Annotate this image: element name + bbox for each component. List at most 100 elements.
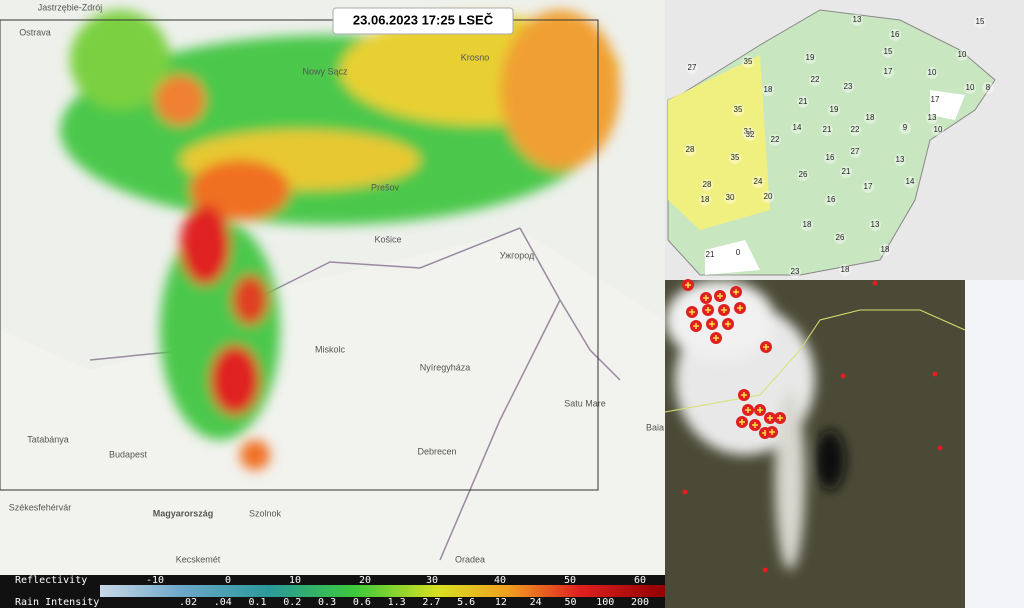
- legend-tick: 12: [495, 597, 507, 608]
- station-value: 17: [864, 182, 873, 191]
- legend-tick: .04: [214, 597, 232, 608]
- station-dot: [839, 264, 851, 276]
- station-dot: [821, 124, 833, 136]
- station-value: 19: [830, 105, 839, 114]
- station-value: 15: [884, 47, 893, 56]
- lightning-cross: [745, 407, 751, 413]
- station-value: 18: [701, 195, 710, 204]
- lightning-cross: [689, 309, 695, 315]
- place-label: Székesfehérvár: [9, 502, 72, 512]
- lightning-cross: [741, 392, 747, 398]
- lightning-cross: [733, 289, 739, 295]
- station-value: 23: [844, 82, 853, 91]
- satellite-image: [664, 279, 1024, 608]
- station-dot: [864, 112, 876, 124]
- legend-tick: 200: [631, 597, 649, 608]
- station-value: 10: [928, 68, 937, 77]
- place-label: Kecskemét: [176, 554, 221, 564]
- station-point: [872, 280, 878, 286]
- place-label: Krosno: [461, 52, 490, 62]
- station-value: 35: [731, 153, 740, 162]
- timestamp-box: [332, 7, 514, 35]
- place-label: Miskolc: [315, 344, 346, 354]
- lightning-cross: [721, 307, 727, 313]
- station-dot: [752, 176, 764, 188]
- legend-tick: 0: [225, 575, 231, 586]
- station-value: 28: [686, 145, 695, 154]
- legend-tick: 1.3: [388, 597, 406, 608]
- station-dot: [797, 96, 809, 108]
- station-value: 18: [841, 265, 850, 274]
- station-value: 27: [688, 63, 697, 72]
- station-dot: [762, 191, 774, 203]
- station-value: 30: [726, 193, 735, 202]
- legend-tick: 5.6: [457, 597, 475, 608]
- station-dot: [729, 152, 741, 164]
- station-dot: [849, 124, 861, 136]
- legend-tick: 50: [564, 575, 576, 586]
- legend-tick: 50: [564, 597, 576, 608]
- station-value: 17: [931, 95, 940, 104]
- station-dot: [869, 219, 881, 231]
- station-dot: [982, 82, 994, 94]
- station-dot: [684, 144, 696, 156]
- station-value: 18: [764, 85, 773, 94]
- station-value: 14: [793, 123, 802, 132]
- legend-tick: 20: [359, 575, 371, 586]
- station-dot: [889, 29, 901, 41]
- lightning-cross: [725, 321, 731, 327]
- place-label: Satu Mare: [564, 398, 606, 408]
- station-dot: [699, 194, 711, 206]
- station-dot: [686, 62, 698, 74]
- station-value: 8: [986, 83, 991, 92]
- station-dot: [929, 94, 941, 106]
- station-value: 9: [903, 123, 908, 132]
- station-dot: [724, 192, 736, 204]
- station-dot: [956, 49, 968, 61]
- station-dot: [964, 82, 976, 94]
- place-label: Košice: [374, 234, 401, 244]
- station-value: 18: [866, 113, 875, 122]
- station-value: 13: [871, 220, 880, 229]
- place-label: Tatabánya: [27, 434, 69, 444]
- station-value: 24: [754, 177, 763, 186]
- station-point: [682, 489, 688, 495]
- station-point: [762, 567, 768, 573]
- station-value: 13: [928, 113, 937, 122]
- station-dot: [824, 152, 836, 164]
- station-dot: [882, 66, 894, 78]
- lightning-cross: [717, 293, 723, 299]
- station-value: 18: [881, 245, 890, 254]
- station-dot: [701, 179, 713, 191]
- station-dot: [804, 52, 816, 64]
- station-value: 16: [827, 195, 836, 204]
- lightning-cross: [767, 415, 773, 421]
- lightning-cross: [763, 344, 769, 350]
- station-value: 22: [811, 75, 820, 84]
- station-point: [937, 445, 943, 451]
- place-label: Ужгород: [500, 250, 535, 260]
- station-dot: [801, 219, 813, 231]
- station-value: 21: [842, 167, 851, 176]
- station-value: 21: [823, 125, 832, 134]
- station-dot: [828, 104, 840, 116]
- station-value: 13: [853, 15, 862, 24]
- station-dot: [769, 134, 781, 146]
- station-value: 21: [799, 97, 808, 106]
- station-dot: [789, 266, 801, 278]
- place-label: Jastrzębie-Zdrój: [38, 2, 103, 12]
- lightning-cross: [703, 295, 709, 301]
- station-value: 15: [976, 17, 985, 26]
- place-label: Szolnok: [249, 508, 282, 518]
- station-value: 35: [734, 105, 743, 114]
- station-dot: [851, 14, 863, 26]
- station-value: 14: [906, 177, 915, 186]
- station-dot: [932, 124, 944, 136]
- station-value: 20: [764, 192, 773, 201]
- station-value: 35: [744, 57, 753, 66]
- legend-tick: 2.7: [422, 597, 440, 608]
- place-label: Baia: [646, 422, 664, 432]
- place-label: Magyarország: [153, 508, 214, 518]
- station-value: 10: [934, 125, 943, 134]
- station-dot: [732, 247, 744, 259]
